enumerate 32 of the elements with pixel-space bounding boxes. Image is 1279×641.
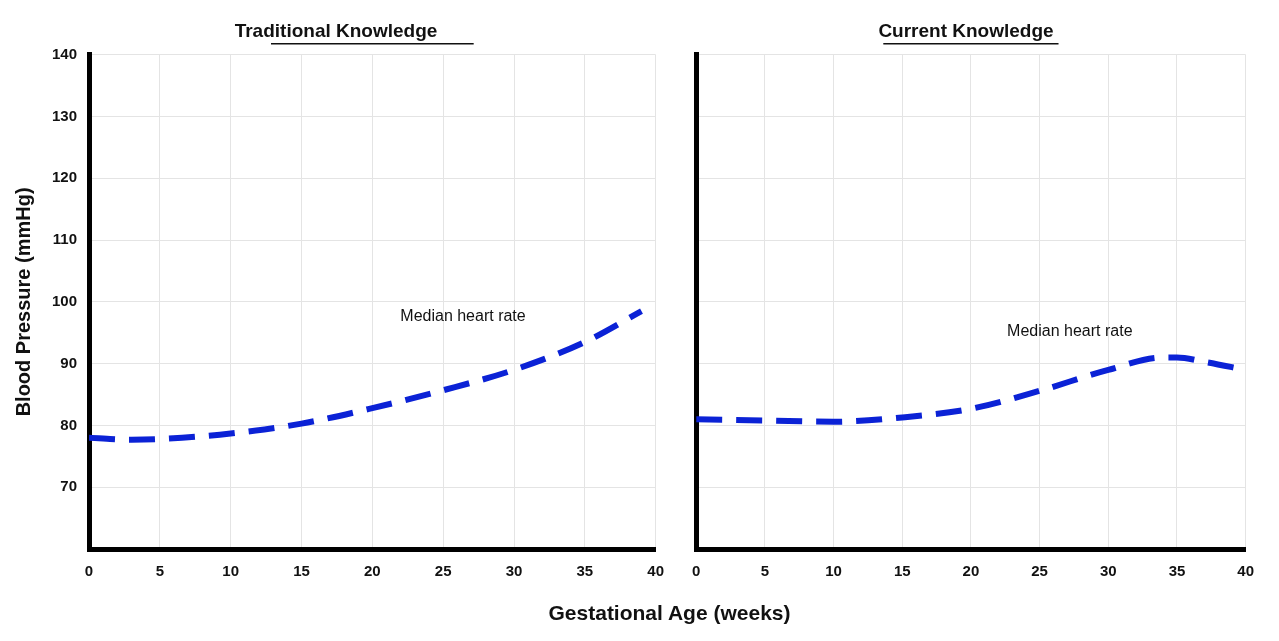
y-tick-label: 120 (52, 168, 78, 186)
y-tick-label: 140 (52, 44, 78, 62)
x-tick-label: 15 (293, 562, 310, 580)
y-tick-label: 100 (52, 292, 78, 310)
x-tick-label: 35 (576, 562, 594, 580)
x-tick-label: 10 (222, 562, 240, 580)
chart-title: Current Knowledge (878, 19, 1054, 41)
y-axis-title: Blood Pressure (mmHg) (11, 187, 34, 417)
x-tick-label: 5 (760, 562, 770, 580)
x-tick-label: 15 (893, 562, 911, 580)
x-tick-label: 40 (647, 562, 664, 580)
y-tick-label: 130 (52, 106, 78, 124)
annotation: Median heart rate (1007, 321, 1133, 339)
x-tick-label: 25 (434, 562, 452, 580)
x-tick-label: 5 (155, 562, 165, 580)
x-tick-label: 25 (1031, 562, 1048, 580)
x-tick-label: 0 (692, 562, 701, 580)
y-tick-label: 110 (52, 230, 78, 248)
y-tick-label: 90 (60, 353, 78, 371)
x-tick-label: 30 (505, 562, 523, 580)
annotation: Median heart rate (400, 307, 526, 325)
y-tick-label: 80 (60, 415, 78, 433)
x-tick-label: 20 (364, 562, 381, 580)
x-tick-label: 10 (825, 562, 842, 580)
x-tick-label: 40 (1237, 562, 1254, 580)
x-tick-label: 0 (84, 562, 94, 580)
x-tick-label: 35 (1168, 562, 1186, 580)
chart-title: Traditional Knowledge (234, 19, 438, 41)
x-tick-label: 20 (962, 562, 980, 580)
x-axis-title: Gestational Age (weeks) (547, 601, 792, 625)
x-tick-label: 30 (1099, 562, 1117, 580)
y-tick-label: 70 (60, 477, 78, 495)
